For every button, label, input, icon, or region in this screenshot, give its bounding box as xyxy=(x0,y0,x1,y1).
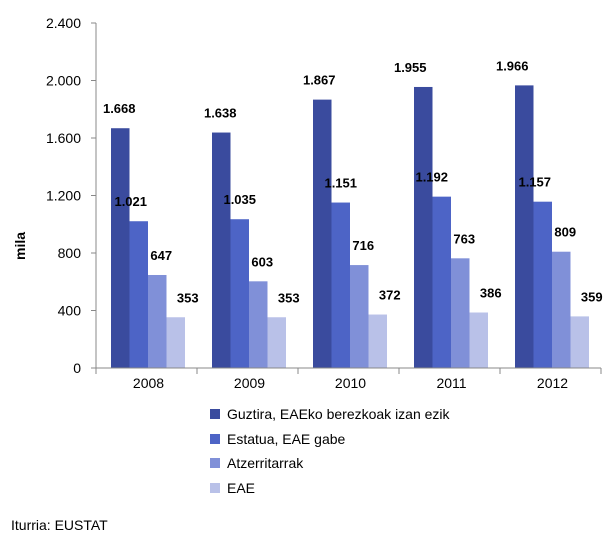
bar-2011-series-2 xyxy=(432,196,451,368)
legend-item-3: Atzerritarrak xyxy=(210,451,450,476)
y-tick-label: 2.400 xyxy=(46,15,81,31)
y-tick-label: 1.600 xyxy=(46,130,81,146)
data-label-2012-series-4: 359 xyxy=(581,289,603,304)
legend-swatch xyxy=(210,482,220,493)
y-tick-label: 400 xyxy=(58,303,82,319)
bar-2010-series-2 xyxy=(331,202,350,368)
y-tick-label: 800 xyxy=(58,245,82,261)
data-label-2011-series-2: 1.192 xyxy=(415,170,448,185)
source-note: Iturria: EUSTAT xyxy=(11,517,108,533)
legend-item-1: Guztira, EAEko berezkoak izan ezik xyxy=(210,402,450,427)
x-tick-label-2012: 2012 xyxy=(537,375,568,391)
x-tick-label-2008: 2008 xyxy=(133,375,164,391)
bar-2010-series-3 xyxy=(350,265,369,368)
data-label-2009-series-1: 1.638 xyxy=(204,106,237,121)
bar-2009-series-2 xyxy=(230,219,249,368)
legend-label: Estatua, EAE gabe xyxy=(227,430,346,447)
bar-2010-series-4 xyxy=(368,314,387,368)
data-label-2012-series-1: 1.966 xyxy=(496,58,529,73)
data-label-2008-series-1: 1.668 xyxy=(103,101,136,116)
data-label-2011-series-3: 763 xyxy=(453,231,475,246)
data-label-2010-series-1: 1.867 xyxy=(303,73,336,88)
bar-2011-series-4 xyxy=(469,312,488,368)
y-tick-label: 0 xyxy=(73,360,81,376)
bar-2009-series-3 xyxy=(249,281,268,368)
bar-2011-series-1 xyxy=(414,86,433,368)
data-label-2009-series-3: 603 xyxy=(251,254,273,269)
legend-label: EAE xyxy=(227,479,256,496)
bar-2008-series-3 xyxy=(148,274,167,368)
bars-layer xyxy=(111,85,589,369)
y-tick-label: 2.000 xyxy=(46,73,81,89)
bar-2012-series-1 xyxy=(515,85,534,368)
data-label-2010-series-3: 716 xyxy=(352,238,374,253)
bar-2011-series-3 xyxy=(451,258,470,368)
legend-item-4: EAE xyxy=(210,476,450,501)
bar-2012-series-2 xyxy=(533,201,552,368)
legend-swatch xyxy=(210,433,220,444)
x-tick-label-2011: 2011 xyxy=(436,375,466,391)
legend-item-2: Estatua, EAE gabe xyxy=(210,427,450,452)
data-label-2010-series-4: 372 xyxy=(379,288,401,303)
axes-layer: 0 400 800 1.200 1.600 2.000 2.400 2008 2009 2010 2… xyxy=(46,15,602,391)
data-label-2011-series-1: 1.955 xyxy=(394,60,427,75)
legend: Guztira, EAEko berezkoak izan ezik Estatu… xyxy=(210,402,450,500)
bar-2008-series-2 xyxy=(129,221,148,368)
bar-2012-series-4 xyxy=(570,316,589,368)
bar-2009-series-4 xyxy=(267,317,286,368)
y-axis-label: mila xyxy=(12,232,28,260)
bar-2008-series-4 xyxy=(166,317,185,368)
legend-label: Guztira, EAEko berezkoak izan ezik xyxy=(227,406,450,423)
data-labels-layer: 1.668 1.638 1.867 1.955 1.966 1.021 1.035 1.151… xyxy=(103,58,603,305)
bar-chart: 0 400 800 1.200 1.600 2.000 2.400 2008 2009 2010 2… xyxy=(12,15,603,391)
legend-swatch xyxy=(210,409,220,420)
legend-label: Atzerritarrak xyxy=(227,455,304,472)
bar-2009-series-1 xyxy=(212,132,231,368)
x-tick-label-2009: 2009 xyxy=(234,375,265,391)
y-tick-label: 1.200 xyxy=(46,188,81,204)
data-label-2012-series-3: 809 xyxy=(554,225,576,240)
data-label-2008-series-2: 1.021 xyxy=(114,194,147,209)
legend-swatch xyxy=(210,458,220,469)
bar-2008-series-1 xyxy=(111,128,130,368)
data-label-2008-series-3: 647 xyxy=(150,248,172,263)
data-label-2009-series-2: 1.035 xyxy=(223,192,256,207)
data-label-2009-series-4: 353 xyxy=(278,290,300,305)
x-tick-label-2010: 2010 xyxy=(335,375,366,391)
bar-2012-series-3 xyxy=(552,251,571,368)
data-label-2010-series-2: 1.151 xyxy=(324,176,357,191)
data-label-2011-series-4: 386 xyxy=(480,286,502,301)
data-label-2012-series-2: 1.157 xyxy=(518,175,551,190)
data-label-2008-series-4: 353 xyxy=(177,290,199,305)
bar-2010-series-1 xyxy=(313,99,332,369)
